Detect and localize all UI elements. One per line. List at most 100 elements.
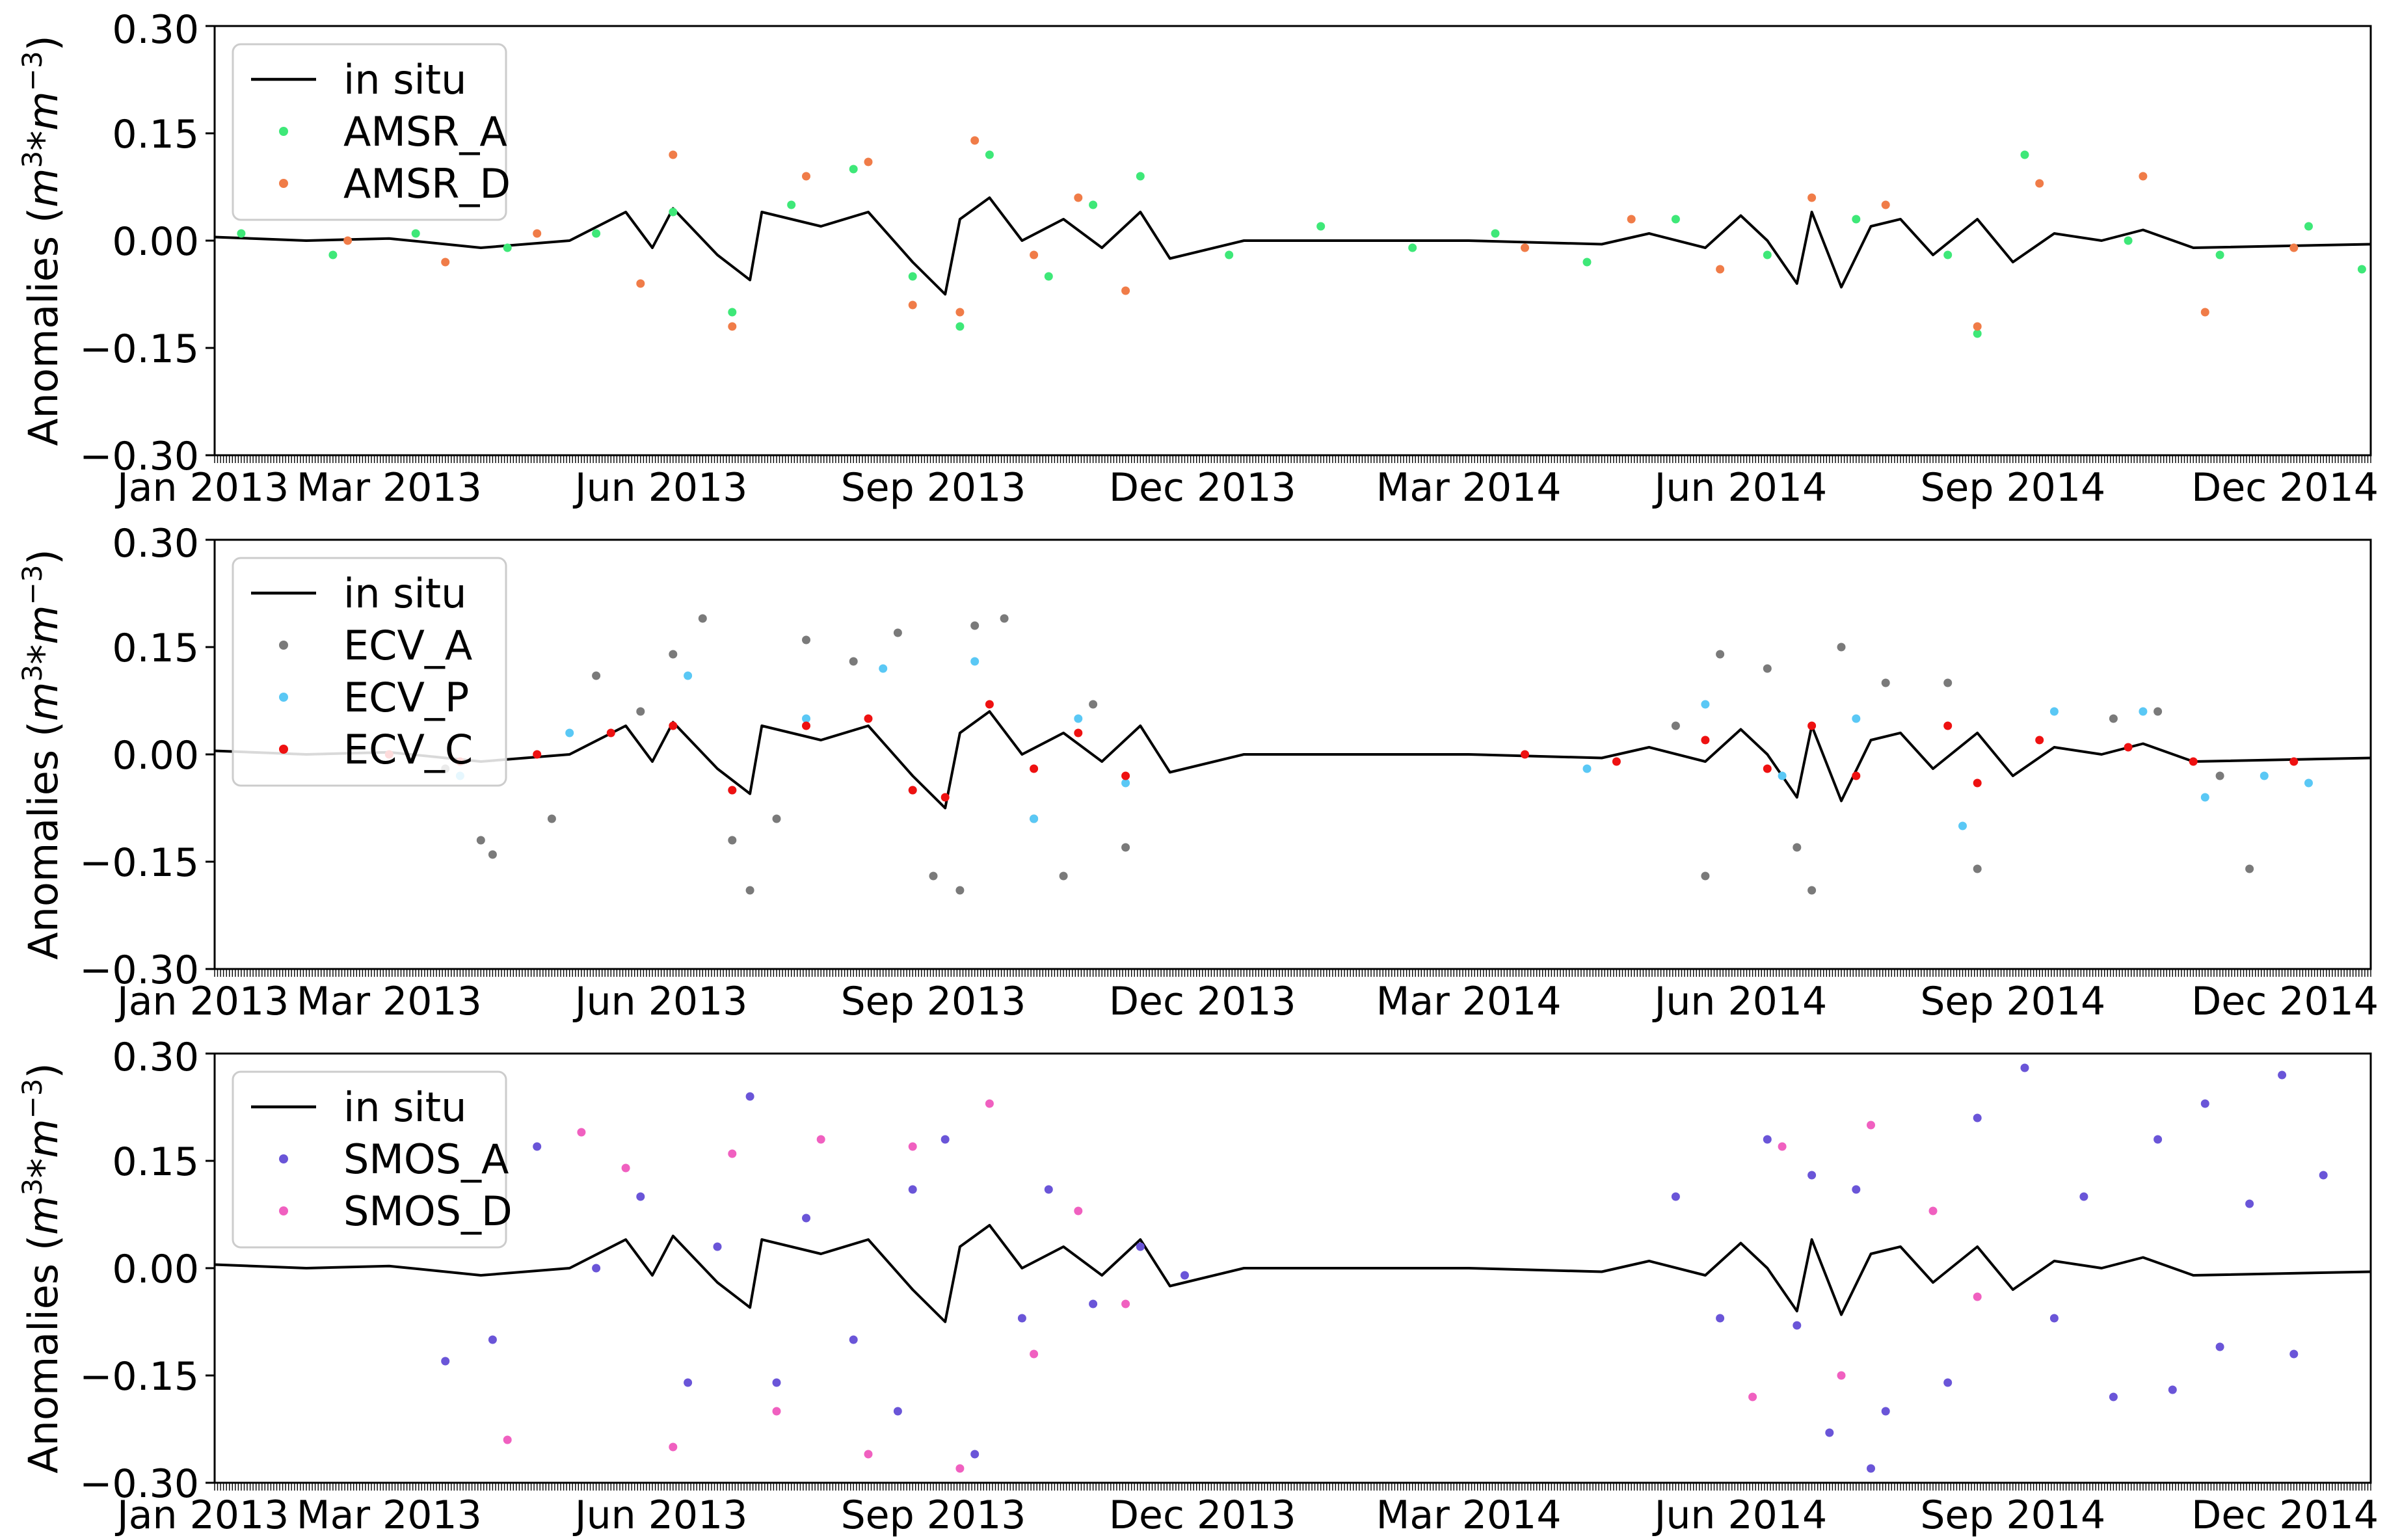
point-ecv_a xyxy=(1059,871,1068,881)
point-amsr_d xyxy=(955,308,965,317)
point-amsr_a xyxy=(955,322,965,331)
point-amsr_d xyxy=(970,136,980,145)
point-smos_a xyxy=(908,1185,917,1194)
point-smos_a xyxy=(684,1378,693,1387)
point-ecv_p xyxy=(1121,778,1130,788)
point-amsr_a xyxy=(237,229,246,238)
x-tick-label: Dec 2013 xyxy=(1109,1493,1296,1538)
point-smos_a xyxy=(970,1450,980,1459)
y-tick-label: 0.30 xyxy=(112,7,199,53)
point-smos_a xyxy=(2319,1171,2328,1180)
legend-label: ECV_A xyxy=(343,622,472,669)
point-ecv_p xyxy=(2200,793,2209,802)
point-ecv_c xyxy=(864,714,873,723)
point-ecv_a xyxy=(476,836,485,845)
point-ecv_a xyxy=(745,886,754,895)
y-tick-label: −0.30 xyxy=(79,1461,199,1507)
point-amsr_d xyxy=(1881,200,1890,209)
point-ecv_p xyxy=(1582,764,1592,773)
point-ecv_a xyxy=(2245,864,2254,873)
legend-label: SMOS_A xyxy=(343,1135,509,1183)
point-smos_a xyxy=(1867,1464,1875,1473)
point-amsr_a xyxy=(1582,258,1592,267)
point-amsr_d xyxy=(2035,179,2044,188)
x-tick-label: Jan 2013 xyxy=(114,1493,289,1538)
point-smos_a xyxy=(1017,1314,1026,1323)
point-smos_a xyxy=(2289,1349,2299,1359)
point-amsr_a xyxy=(1089,200,1098,209)
x-tick-label: Dec 2014 xyxy=(2191,979,2379,1024)
point-ecv_p xyxy=(879,664,888,673)
point-amsr_a xyxy=(669,207,678,217)
point-smos_d xyxy=(1030,1349,1039,1359)
point-ecv_c xyxy=(1612,757,1621,766)
legend-marker-swatch xyxy=(279,693,288,702)
point-smos_a xyxy=(2154,1135,2163,1144)
point-ecv_p xyxy=(1852,714,1861,723)
point-smos_a xyxy=(1136,1242,1145,1251)
point-amsr_d xyxy=(864,157,873,166)
y-tick-label: 0.15 xyxy=(112,626,199,671)
point-smos_d xyxy=(1121,1299,1130,1308)
point-smos_d xyxy=(1778,1142,1787,1151)
x-tick-label: Jun 2014 xyxy=(1652,1493,1828,1538)
y-tick-label: 0.00 xyxy=(112,1247,199,1292)
point-ecv_c xyxy=(728,786,737,795)
legend-label: in situ xyxy=(343,56,466,103)
point-ecv_a xyxy=(669,650,678,659)
y-tick-label: −0.30 xyxy=(79,948,199,993)
point-smos_d xyxy=(1074,1206,1083,1215)
y-tick-label: 0.15 xyxy=(112,112,199,157)
legend-marker-swatch xyxy=(279,745,288,754)
point-ecv_p xyxy=(1030,814,1039,823)
legend-marker-swatch xyxy=(279,641,288,650)
point-amsr_d xyxy=(2289,243,2299,252)
point-smos_a xyxy=(1180,1271,1189,1280)
point-ecv_c xyxy=(1852,771,1861,780)
point-amsr_d xyxy=(2139,172,2148,181)
point-ecv_p xyxy=(565,728,574,737)
point-amsr_d xyxy=(728,322,737,331)
point-amsr_d xyxy=(636,279,645,288)
point-ecv_a xyxy=(1671,721,1680,730)
point-ecv_p xyxy=(1701,700,1710,709)
point-smos_a xyxy=(2079,1192,2088,1201)
point-amsr_d xyxy=(802,172,810,181)
legend-label: in situ xyxy=(343,570,466,617)
series-line-in-situ xyxy=(214,196,2371,296)
point-ecv_c xyxy=(1030,764,1039,773)
point-amsr_a xyxy=(328,250,338,259)
series-line-in-situ xyxy=(214,1224,2371,1323)
point-amsr_a xyxy=(908,272,917,281)
point-ecv_p xyxy=(802,714,810,723)
y-axis-label: Anomalies (m3*m−3) xyxy=(16,549,67,960)
x-tick-label: Jan 2013 xyxy=(114,979,289,1024)
point-smos_d xyxy=(816,1135,825,1144)
point-amsr_d xyxy=(1716,265,1725,274)
point-ecv_c xyxy=(940,793,950,802)
chart-panel-1: −0.30 −0.15 0.00 0.15 0.30 Jan 2013 Mar 2013 Ju… xyxy=(16,7,2379,511)
point-amsr_a xyxy=(1671,215,1680,224)
point-amsr_d xyxy=(343,236,353,245)
x-tick-label: Sep 2014 xyxy=(1920,465,2105,511)
x-tick-label: Sep 2013 xyxy=(841,1493,1026,1538)
point-smos_a xyxy=(533,1142,542,1151)
point-smos_a xyxy=(772,1378,781,1387)
point-ecv_a xyxy=(1973,864,1982,873)
point-smos_d xyxy=(1928,1206,1938,1215)
y-tick-label: −0.15 xyxy=(79,1354,199,1400)
x-tick-label: Mar 2013 xyxy=(297,1493,482,1538)
legend-box xyxy=(232,1070,507,1249)
series-line-in-situ xyxy=(214,710,2371,810)
point-amsr_a xyxy=(2304,222,2313,231)
x-minor-ticks xyxy=(214,1483,2371,1491)
point-ecv_a xyxy=(1881,678,1890,687)
legend-box xyxy=(232,557,507,787)
point-ecv_c xyxy=(1807,721,1817,730)
point-smos_a xyxy=(2109,1392,2118,1401)
point-amsr_a xyxy=(2357,265,2366,274)
point-amsr_d xyxy=(1973,322,1982,331)
point-smos_d xyxy=(621,1163,630,1173)
point-smos_a xyxy=(2215,1342,2224,1351)
